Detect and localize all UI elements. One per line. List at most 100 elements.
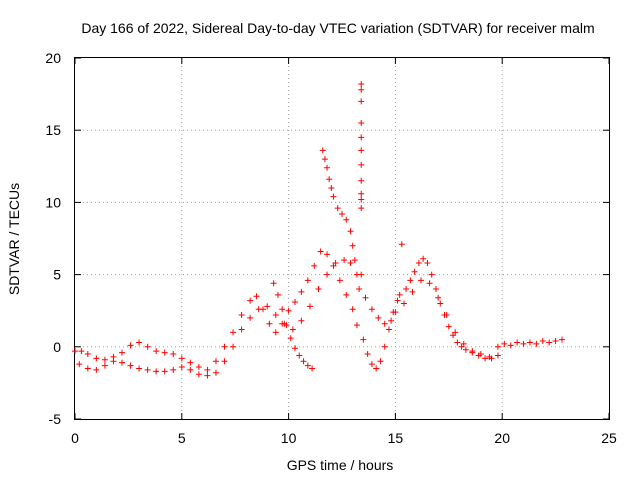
data-point (212, 358, 219, 365)
data-point (324, 251, 331, 258)
y-tick-label: 10 (45, 194, 61, 210)
data-point (78, 348, 85, 355)
data-point (368, 361, 375, 368)
data-point (326, 176, 333, 183)
data-point (501, 340, 508, 347)
data-point (353, 322, 360, 329)
data-point (153, 348, 160, 355)
data-point (415, 260, 422, 267)
data-point (437, 300, 444, 307)
data-point (178, 364, 185, 371)
series-lower-track (76, 257, 354, 379)
data-point (358, 119, 365, 126)
data-point (388, 317, 395, 324)
data-point (347, 260, 354, 267)
data-point (118, 359, 125, 366)
data-point (315, 286, 322, 293)
data-point (292, 299, 299, 306)
data-point (127, 342, 134, 349)
data-point (358, 80, 365, 87)
chart-title: Day 166 of 2022, Sidereal Day-to-day VTE… (81, 20, 594, 36)
data-point (72, 348, 78, 355)
x-tick-label: 20 (494, 430, 510, 446)
data-point (358, 196, 365, 203)
data-point (409, 288, 416, 295)
data-point (341, 257, 348, 264)
data-point (396, 291, 403, 298)
data-point (339, 210, 345, 217)
data-point (292, 345, 299, 352)
series-post-spike (360, 241, 501, 372)
data-point (274, 291, 281, 298)
data-point (377, 358, 384, 365)
series-ascending-branch (319, 147, 363, 293)
data-point (552, 338, 559, 345)
x-axis-label: GPS time / hours (287, 457, 394, 473)
data-point (469, 348, 476, 355)
data-point (136, 365, 143, 372)
data-point (358, 161, 365, 168)
plot-frame (74, 57, 610, 420)
y-tick-label: 15 (45, 122, 61, 138)
data-point (324, 164, 331, 171)
data-point (428, 271, 435, 278)
data-point (364, 351, 371, 358)
data-point (514, 339, 521, 346)
data-point (319, 147, 326, 154)
data-point (373, 365, 380, 372)
data-point (195, 364, 202, 371)
data-point (317, 248, 324, 255)
data-point (324, 271, 331, 278)
data-point (272, 329, 279, 336)
data-point (546, 339, 553, 346)
data-point (279, 306, 286, 313)
series-post-spike-lower (362, 277, 493, 360)
data-point (287, 335, 294, 342)
data-point (360, 336, 367, 343)
data-point (400, 300, 407, 307)
data-point (486, 353, 493, 360)
series-descending-branch (270, 280, 316, 372)
x-tick-label: 0 (71, 430, 79, 446)
data-point (270, 280, 277, 287)
data-point (347, 228, 354, 235)
y-tick-label: 5 (53, 267, 61, 283)
data-point (253, 293, 260, 300)
y-tick-label: 20 (45, 50, 61, 66)
data-point (394, 297, 401, 304)
data-point (230, 343, 237, 350)
grid (75, 58, 609, 419)
data-point (526, 339, 533, 346)
data-point (195, 371, 202, 378)
data-point (358, 98, 365, 105)
y-tick-labels: -5 0 5 10 15 20 (45, 50, 61, 427)
data-point (127, 362, 134, 369)
data-point (336, 277, 343, 284)
data-point (84, 351, 91, 358)
data-point (144, 366, 151, 373)
data-point (298, 317, 305, 324)
data-point (362, 294, 369, 301)
data-point (304, 362, 311, 369)
data-point (272, 312, 279, 319)
data-point (358, 177, 365, 184)
data-point (494, 343, 501, 350)
data-point (187, 366, 194, 373)
data-point (204, 372, 211, 379)
data-point (392, 309, 399, 316)
data-point (306, 303, 313, 310)
data-point (349, 242, 356, 249)
data-point (356, 286, 363, 293)
data-point (351, 257, 358, 264)
data-point (507, 342, 514, 349)
series-spike (358, 80, 365, 278)
data-point (161, 368, 168, 375)
data-point (482, 355, 489, 362)
data-point (418, 277, 425, 284)
data-point (296, 352, 303, 359)
data-point (358, 134, 365, 141)
data-point (435, 294, 442, 301)
data-point (309, 365, 316, 372)
series-tail (494, 336, 566, 350)
data-point (559, 336, 566, 343)
